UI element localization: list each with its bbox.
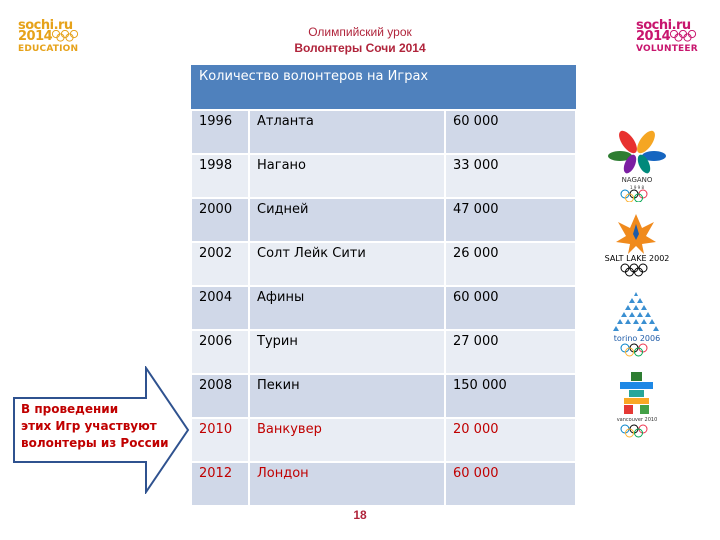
table-row: 2004 Афины 60 000 <box>190 285 577 331</box>
mountain-icon <box>613 292 659 331</box>
city-cell: Ванкувер <box>248 417 446 463</box>
table-title: Количество волонтеров на Играх <box>191 65 576 111</box>
table-row: 1996 Атланта 60 000 <box>190 109 577 155</box>
olympic-rings-icon <box>620 189 648 202</box>
count-cell: 60 000 <box>444 109 577 155</box>
salt-lake-2002-emblem: SALT LAKE 2002 <box>605 214 670 277</box>
year-cell: 2008 <box>190 373 250 419</box>
emblem-name: SALT LAKE 2002 <box>605 254 670 263</box>
table-row: 2002 Солт Лейк Сити 26 000 <box>190 241 577 287</box>
table-row: 2012 Лондон 60 000 <box>190 461 577 507</box>
table-row: 2008 Пекин 150 000 <box>190 373 577 419</box>
page-number: 18 <box>353 508 367 522</box>
logo-sub-text: EDUCATION <box>18 44 79 54</box>
olympic-rings-icon <box>620 263 648 277</box>
count-cell: 20 000 <box>444 417 577 463</box>
city-cell: Атланта <box>248 109 446 155</box>
volunteers-table: Количество волонтеров на Играх 1996 Атла… <box>190 65 577 507</box>
torino-2006-emblem: torino 2006 <box>613 292 660 357</box>
vancouver-2010-emblem: vancouver 2010 <box>617 372 658 438</box>
emblem-name: torino 2006 <box>614 334 660 343</box>
table-header-row: Количество волонтеров на Играх <box>191 65 576 111</box>
year-cell: 2006 <box>190 329 250 375</box>
olympic-rings-icon <box>669 30 697 42</box>
emblem-year: 1 9 9 8 <box>630 185 644 190</box>
city-cell: Нагано <box>248 153 446 199</box>
sochi-education-logo: sochi.ru 2014 EDUCATION <box>18 18 80 60</box>
city-cell: Афины <box>248 285 446 331</box>
city-cell: Солт Лейк Сити <box>248 241 446 287</box>
olympic-rings-icon <box>620 343 648 357</box>
snowflower-icon <box>608 130 666 174</box>
count-cell: 26 000 <box>444 241 577 287</box>
sochi-volunteer-logo: sochi.ru 2014 VOLUNTEER <box>636 18 698 64</box>
year-cell: 1998 <box>190 153 250 199</box>
count-cell: 60 000 <box>444 285 577 331</box>
nagano-1998-emblem: NAGANO 1 9 9 8 <box>608 130 666 202</box>
count-cell: 33 000 <box>444 153 577 199</box>
callout-arrow <box>13 366 190 494</box>
city-cell: Сидней <box>248 197 446 243</box>
slide-title: Волонтеры Сочи 2014 <box>294 41 426 55</box>
city-cell: Турин <box>248 329 446 375</box>
snowflake-icon <box>616 214 656 254</box>
count-cell: 47 000 <box>444 197 577 243</box>
year-cell: 2004 <box>190 285 250 331</box>
slide-header: Олимпийский урок Волонтеры Сочи 2014 <box>200 25 520 56</box>
year-cell: 1996 <box>190 109 250 155</box>
emblem-name: NAGANO <box>622 176 653 184</box>
table-row: 2006 Турин 27 000 <box>190 329 577 375</box>
callout-text: В проведении этих Игр участвуют волонтер… <box>21 402 169 450</box>
city-cell: Лондон <box>248 461 446 507</box>
table-row: 2010 Ванкувер 20 000 <box>190 417 577 463</box>
year-cell: 2012 <box>190 461 250 507</box>
count-cell: 60 000 <box>444 461 577 507</box>
table-row: 2000 Сидней 47 000 <box>190 197 577 243</box>
year-cell: 2002 <box>190 241 250 287</box>
logo-brand-text: sochi.ru 2014 <box>18 18 73 44</box>
emblem-name: vancouver 2010 <box>617 417 658 423</box>
city-cell: Пекин <box>248 373 446 419</box>
count-cell: 27 000 <box>444 329 577 375</box>
lesson-title: Олимпийский урок <box>308 25 412 39</box>
logo-brand-text: sochi.ru 2014 <box>636 18 691 44</box>
logo-sub-text: VOLUNTEER <box>636 44 698 54</box>
count-cell: 150 000 <box>444 373 577 419</box>
table-row: 1998 Нагано 33 000 <box>190 153 577 199</box>
olympic-rings-icon <box>620 424 648 438</box>
year-cell: 2010 <box>190 417 250 463</box>
year-cell: 2000 <box>190 197 250 243</box>
olympic-rings-icon <box>51 30 79 42</box>
inukshuk-icon <box>620 372 653 414</box>
